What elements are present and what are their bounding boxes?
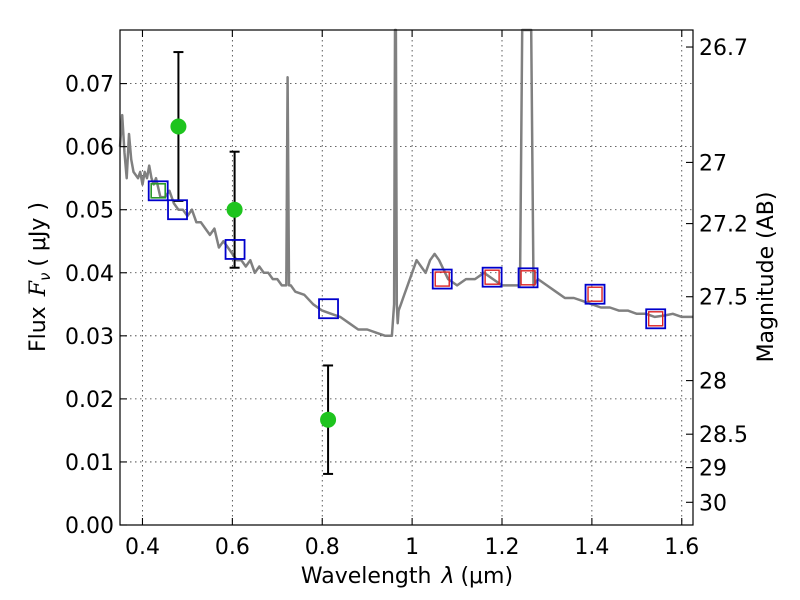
model-box-1 <box>167 199 188 221</box>
x-tick-label-1: 0.6 <box>215 535 250 560</box>
measured-point-0 <box>170 118 187 135</box>
model-inner-box-4 <box>434 271 450 287</box>
x-axis-label-units: (μm) <box>460 564 513 589</box>
y2-axis-label: Magnitude (AB) <box>754 192 779 363</box>
measured-point-2 <box>320 411 337 428</box>
model-inner-box-7 <box>587 286 603 302</box>
y2-tick-label-4: 28 <box>699 370 727 395</box>
spectrum-layer <box>118 28 693 338</box>
y2-tick-label-7: 30 <box>699 491 727 516</box>
y2-tick-label-5: 28.5 <box>699 423 748 448</box>
y-tick-label-3: 0.03 <box>65 325 114 350</box>
y-tick-label-1: 0.01 <box>65 451 114 476</box>
y-axis-label: Flux Fν ( μJy ) <box>26 202 54 352</box>
x-axis-ticks: 0.4 0.6 0.8 1 1.2 1.4 1.6 <box>125 30 699 560</box>
y-tick-label-5: 0.05 <box>65 199 114 224</box>
model-inner-box-8 <box>647 311 664 327</box>
model-boxes <box>147 180 667 330</box>
model-box-8 <box>645 308 667 330</box>
error-bars <box>173 51 334 475</box>
y-axis-label-subscript: ν <box>36 273 54 281</box>
model-box-4 <box>431 268 453 290</box>
model-box-5 <box>481 266 503 288</box>
y2-tick-label-1: 27 <box>699 151 727 176</box>
x-axis-label-prefix: Wavelength <box>301 564 432 589</box>
y-tick-label-2: 0.02 <box>65 388 114 413</box>
model-box-3 <box>318 298 339 320</box>
y-axis-label-prefix: Flux <box>26 306 51 352</box>
plot-frame <box>119 29 694 526</box>
y2-tick-label-3: 27.5 <box>699 286 748 311</box>
y-axis-label-units: ( μJy ) <box>26 202 51 267</box>
model-box-6 <box>517 267 539 289</box>
y-axis-label-symbol: F <box>26 280 51 297</box>
model-box-7 <box>584 283 606 305</box>
x-axis-label-symbol: λ <box>440 564 454 589</box>
model-inner-box-5 <box>484 269 500 285</box>
y-tick-label-6: 0.06 <box>65 136 114 161</box>
x-axis-label: Wavelength λ (μm) <box>301 564 513 589</box>
x-tick-label-2: 0.8 <box>305 535 340 560</box>
x-tick-label-5: 1.4 <box>574 535 609 560</box>
y2-tick-label-2: 27.2 <box>699 213 748 238</box>
y-tick-label-7: 0.07 <box>65 73 114 98</box>
y2-tick-label-0: 26.7 <box>699 36 748 61</box>
measured-point-1 <box>226 201 243 218</box>
grid <box>120 30 693 526</box>
y2-tick-label-6: 29 <box>699 457 727 482</box>
model-inner-box-6 <box>520 270 536 286</box>
y-tick-label-0: 0.00 <box>65 514 114 539</box>
x-tick-label-4: 1.2 <box>485 535 520 560</box>
model-inner-box-0 <box>150 182 166 199</box>
measured-points <box>170 118 337 428</box>
model-box-2 <box>224 239 246 260</box>
model-box-0 <box>147 180 169 202</box>
y-tick-label-4: 0.04 <box>65 262 114 287</box>
x-tick-label-6: 1.6 <box>664 535 699 560</box>
x-tick-label-3: 1 <box>405 535 419 560</box>
y2-axis-ticks: 26.7 27 27.2 27.5 28 28.5 29 30 <box>686 36 748 516</box>
x-tick-label-0: 0.4 <box>125 535 160 560</box>
y-axis-ticks: 0.00 0.01 0.02 0.03 0.04 0.05 0.06 0.07 <box>65 73 127 539</box>
spectrum-line <box>118 28 693 338</box>
